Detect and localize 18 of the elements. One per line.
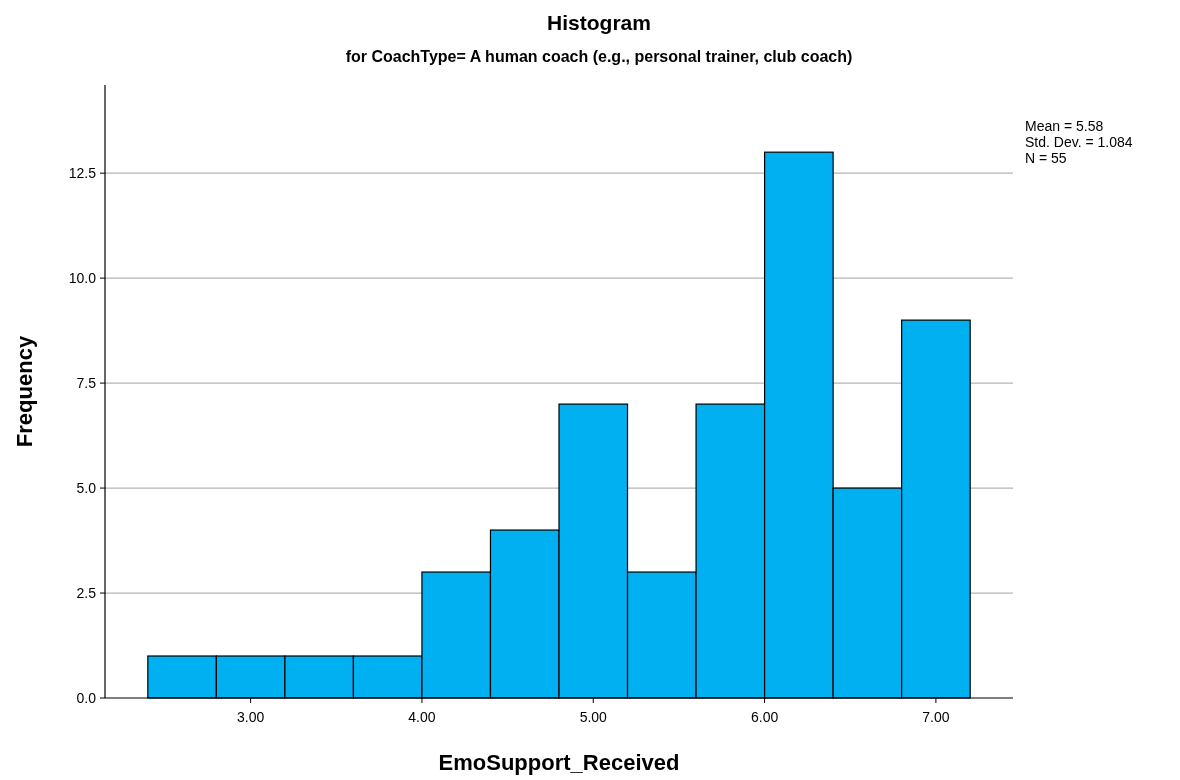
y-tick-label: 7.5 — [76, 375, 97, 391]
x-tick-label: 5.00 — [579, 709, 608, 725]
text: N = 55 — [1025, 150, 1067, 166]
x-tick-label: 4.00 — [408, 709, 436, 725]
text: Mean = 5.58 — [1025, 118, 1104, 134]
y-tick-label: 0.0 — [76, 689, 97, 706]
y-axis-title: Frequency — [12, 335, 37, 448]
chart-subtitle: for CoachType= A human coach (e.g., personal trainer, club coach) — [345, 48, 853, 65]
y-tick-label: 12.5 — [68, 165, 97, 182]
y-tick-label: 10.0 — [68, 270, 97, 287]
y-tick-label: 5.0 — [76, 479, 97, 496]
x-tick-label: 7.00 — [922, 709, 950, 725]
x-tick-label: 3.00 — [237, 709, 265, 725]
text: Std. Dev. = 1.084 — [1025, 134, 1133, 150]
x-axis-title: EmoSupport_Received — [438, 750, 680, 775]
x-tick-label: 6.00 — [750, 709, 779, 725]
chart-title: Histogram — [547, 11, 651, 34]
y-tick-label: 2.5 — [76, 584, 97, 601]
